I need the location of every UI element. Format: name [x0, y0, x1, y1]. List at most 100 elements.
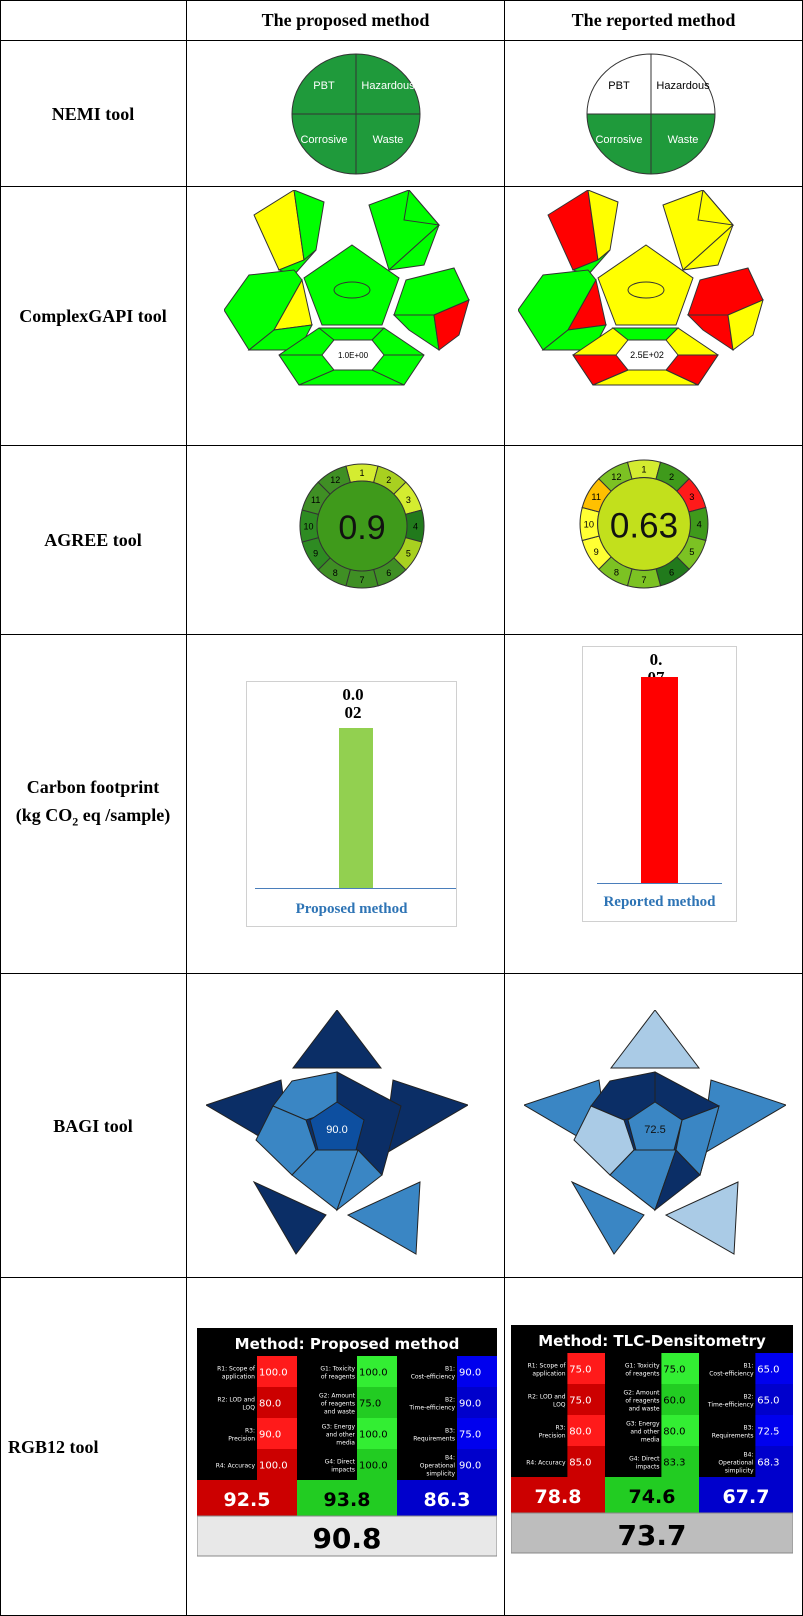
agree-segment-number: 12: [611, 472, 621, 482]
row-label-bagi: BAGI tool: [53, 1115, 133, 1136]
rgb12-criterion-label: application: [222, 1374, 255, 1381]
rgb12-blue-total: 86.3: [424, 1489, 471, 1511]
rgb12-criterion-label: Time-efficiency: [408, 1405, 455, 1412]
rgb12-criterion-label: Precision: [539, 1433, 566, 1440]
bagi-bottom-right-triangle: [346, 1181, 421, 1255]
row-label-carbon: Carbon footprint (kg CO2 eq /sample): [0, 635, 186, 973]
rgb12-score-cell: [257, 1418, 297, 1449]
table-border-left: [0, 0, 1, 1616]
complexgapi-proposed-pictogram: 1.0E+00: [223, 188, 470, 386]
rgb12-title: Method: TLC-Densitometry: [538, 1332, 766, 1350]
agree-segment-number: 3: [406, 495, 411, 505]
agree-proposed: 1 2 3 4 5 6 7 8 9 10 11 12 0.9: [298, 462, 426, 595]
rgb12-criterion-score: 68.3: [757, 1458, 779, 1469]
bagi-bottom-left-triangle: [252, 1180, 327, 1255]
rgb12-criterion-score: 100.0: [259, 1368, 288, 1379]
rgb12-criterion-label: G2: Amount: [319, 1393, 356, 1400]
rgb12-criterion-label: LOQ: [242, 1405, 255, 1412]
bagi-proposed-pictogram: 90.0: [204, 1009, 470, 1255]
rgb12-score-cell: [567, 1446, 605, 1477]
agree-segment-number: 5: [406, 548, 411, 558]
rgb12-score-cell: [457, 1387, 497, 1418]
rgb12-score-cell: [755, 1353, 793, 1384]
rgb12-criterion-label: Time-efficiency: [707, 1402, 754, 1409]
rgb12-score-cell: [567, 1353, 605, 1384]
complexgapi-reported: 2.5E+02: [517, 188, 774, 403]
rgb12-score-cell: [357, 1356, 397, 1387]
rgb12-title: Method: Proposed method: [235, 1335, 460, 1353]
carbon-chart-reported: 0.074 Reported method: [582, 646, 737, 922]
rgb12-criterion-label: R3:: [556, 1425, 566, 1432]
rgb12-reported: Method: TLC-Densitometry R1: Scope of appl…: [510, 1325, 794, 1578]
bagi-reported: 72.5: [522, 1009, 788, 1265]
row-divider-top: [0, 0, 803, 1]
rgb12-criterion-label: of reagents: [625, 1371, 659, 1378]
rgb12-green-total: 93.8: [324, 1489, 371, 1511]
rgb12-criterion-score: 85.0: [569, 1458, 591, 1469]
row-divider-complexgapi: [0, 445, 803, 446]
rgb12-criterion-label: media: [336, 1440, 355, 1447]
rgb12-criterion-label: B2:: [744, 1394, 754, 1401]
rgb12-criterion-label: G1: Toxicity: [625, 1363, 660, 1370]
carbon-reported-xlabel: Reported method: [603, 894, 716, 910]
bagi-reported-pictogram: 72.5: [522, 1009, 788, 1255]
rgb12-criterion-score: 100.0: [359, 1368, 388, 1379]
bagi-top-triangle: [291, 1009, 383, 1069]
agree-segment-number: 11: [591, 492, 601, 502]
agree-segment-number: 7: [359, 575, 364, 585]
nemi-proposed: PBT Hazardous Corrosive Waste: [290, 52, 422, 181]
rgb12-criterion-label: R2: LOD and: [528, 1394, 566, 1401]
rgb12-score-cell: [257, 1356, 297, 1387]
rgb12-score-cell: [755, 1446, 793, 1477]
agree-segment-number: 9: [313, 548, 318, 558]
row-divider-header: [0, 40, 803, 41]
nemi-quadrant-pbt: [586, 53, 652, 115]
nemi-label-hazardous: Hazardous: [361, 80, 415, 92]
rgb12-criterion-score: 100.0: [359, 1461, 388, 1472]
rgb12-criterion-label: B4:: [744, 1452, 754, 1459]
rgb12-criterion-label: of reagents: [625, 1398, 659, 1405]
rgb12-green-total: 74.6: [629, 1486, 676, 1508]
nemi-label-waste: Waste: [668, 134, 699, 146]
agree-segment-number: 3: [689, 492, 694, 502]
row-label-agree: AGREE tool: [44, 530, 142, 550]
complexgapi-proposed-label: 1.0E+00: [338, 351, 369, 360]
nemi-label-pbt: PBT: [313, 80, 335, 92]
rgb12-criterion-label: G4: Direct: [325, 1459, 356, 1466]
agree-segment-number: 2: [386, 475, 391, 485]
nemi-quadrant-hazardous: [355, 53, 421, 115]
rgb12-criterion-score: 90.0: [459, 1399, 481, 1410]
rgb12-criterion-label: Cost-efficiency: [411, 1374, 456, 1381]
rgb12-proposed: Method: Proposed method R1: Scope of appli…: [196, 1328, 498, 1577]
rgb12-criterion-score: 75.0: [359, 1399, 381, 1410]
complexgapi-proposed: 1.0E+00: [223, 188, 480, 403]
rgb12-criterion-score: 75.0: [569, 1365, 591, 1376]
rgb12-criterion-score: 100.0: [259, 1461, 288, 1472]
rgb12-score-cell: [567, 1384, 605, 1415]
rgb12-score-cell: [357, 1418, 397, 1449]
agree-segment-number: 4: [697, 520, 702, 530]
nemi-label-hazardous: Hazardous: [656, 80, 710, 92]
rgb12-red-total: 92.5: [224, 1489, 271, 1511]
bagi-proposed-score: 90.0: [326, 1124, 347, 1136]
rgb12-criterion-label: G4: Direct: [629, 1456, 660, 1463]
rgb12-criterion-label: impacts: [331, 1467, 355, 1474]
rgb12-criterion-score: 80.0: [259, 1399, 281, 1410]
rgb12-overall-score: 73.7: [617, 1519, 686, 1552]
rgb12-proposed-table: Method: Proposed method R1: Scope ofappli…: [196, 1328, 498, 1557]
rgb12-reported-table: Method: TLC-Densitometry R1: Scope ofappl…: [510, 1325, 794, 1554]
rgb12-score-cell: [357, 1387, 397, 1418]
row-divider-bagi: [0, 1277, 803, 1278]
column-header-proposed: The proposed method: [261, 9, 430, 30]
agree-proposed-score: 0.9: [338, 509, 385, 547]
rgb12-criterion-label: B2:: [445, 1397, 455, 1404]
agree-segment-number: 8: [333, 568, 338, 578]
rgb12-criterion-label: media: [641, 1437, 660, 1444]
nemi-quadrant-waste: [586, 113, 652, 175]
rgb12-criterion-score: 60.0: [663, 1396, 685, 1407]
carbon-chart-proposed: 0.0 02 Proposed method: [246, 681, 457, 927]
rgb12-score-cell: [357, 1449, 397, 1480]
row-divider-nemi: [0, 186, 803, 187]
row-label-complexgapi: ComplexGAPI tool: [19, 306, 167, 326]
nemi-quadrant-hazardous: [650, 53, 716, 115]
